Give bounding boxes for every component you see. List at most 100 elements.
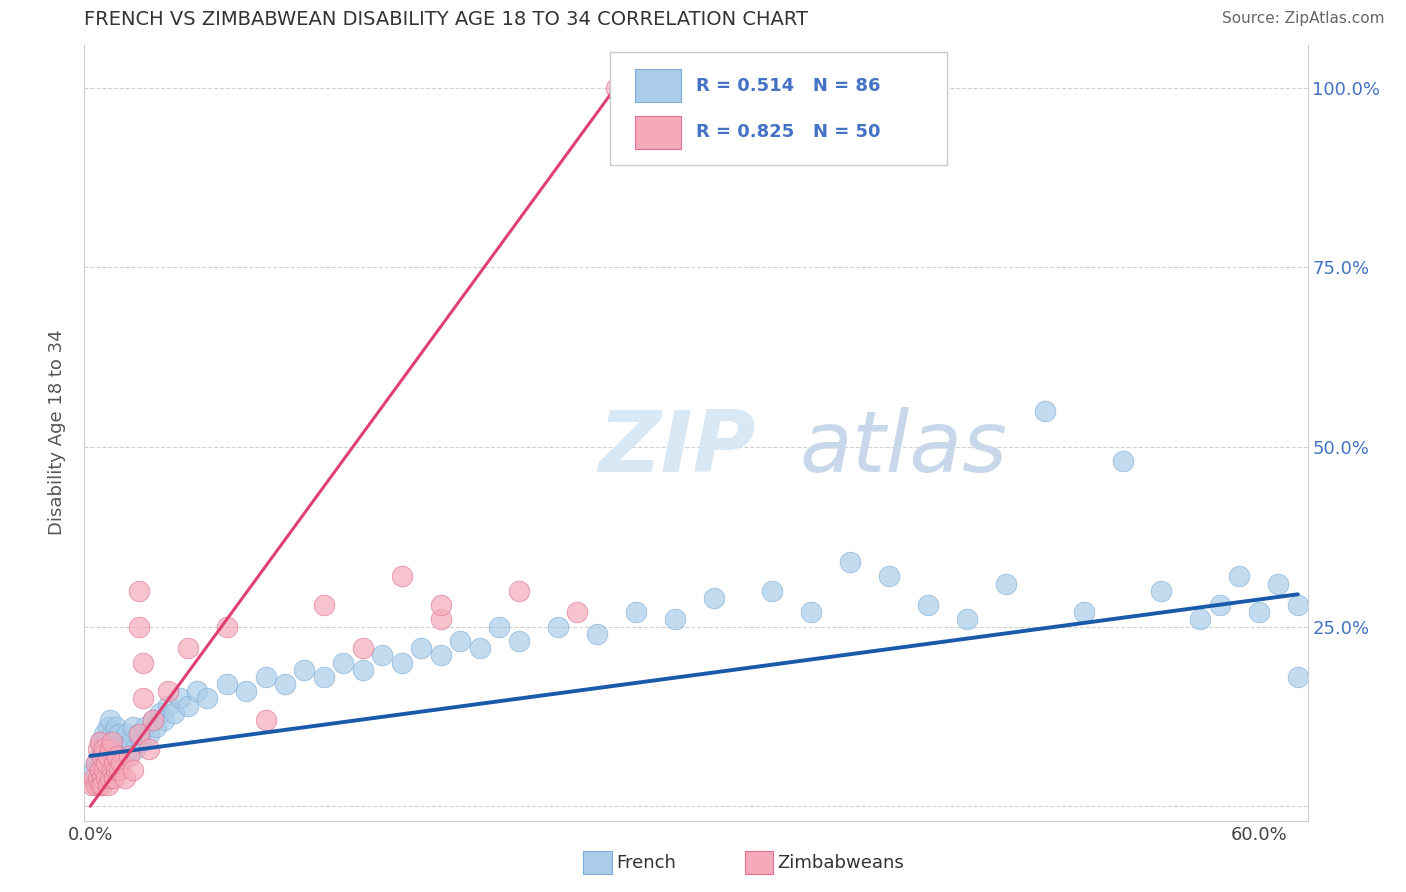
Point [1033, 404, 1056, 418]
Point [128, 620, 150, 634]
Point [312, 670, 335, 684]
FancyBboxPatch shape [610, 53, 946, 165]
Point [176, 698, 198, 713]
Point [93, 727, 115, 741]
Point [100, 734, 122, 748]
Point [122, 764, 145, 778]
Point [605, 80, 627, 95]
Point [994, 576, 1017, 591]
Point [800, 605, 823, 619]
Bar [636, 70, 682, 102]
Point [1209, 598, 1232, 612]
Point [103, 734, 125, 748]
Point [94, 756, 117, 771]
Point [1189, 612, 1212, 626]
Point [107, 741, 129, 756]
Point [90, 741, 112, 756]
Point [1286, 670, 1309, 684]
Point [157, 684, 180, 698]
Point [110, 756, 132, 771]
Point [100, 749, 122, 764]
Text: FRENCH VS ZIMBABWEAN DISABILITY AGE 18 TO 34 CORRELATION CHART: FRENCH VS ZIMBABWEAN DISABILITY AGE 18 T… [84, 10, 808, 29]
Point [332, 656, 354, 670]
Point [97, 749, 120, 764]
Point [93, 756, 115, 771]
Point [97, 720, 120, 734]
Point [1073, 605, 1095, 619]
Point [235, 684, 257, 698]
Point [98, 713, 121, 727]
Point [89, 749, 111, 764]
Point [87, 741, 110, 756]
Point [761, 583, 783, 598]
Point [132, 691, 155, 706]
Point [94, 749, 117, 764]
Point [89, 734, 111, 748]
Point [94, 771, 117, 785]
Point [94, 734, 117, 748]
Y-axis label: Disability Age 18 to 34: Disability Age 18 to 34 [48, 330, 66, 535]
Point [176, 641, 198, 656]
Point [115, 727, 138, 741]
Point [112, 734, 135, 748]
Point [254, 713, 277, 727]
Text: French: French [616, 854, 676, 871]
Point [93, 741, 115, 756]
Point [274, 677, 297, 691]
Point [108, 756, 131, 771]
Point [83, 771, 105, 785]
Point [83, 764, 105, 778]
Point [547, 620, 569, 634]
Point [141, 713, 163, 727]
Point [118, 741, 141, 756]
Bar [636, 116, 682, 149]
Point [391, 656, 413, 670]
Point [1247, 605, 1270, 619]
Point [104, 720, 127, 734]
Point [169, 691, 191, 706]
Point [1111, 454, 1133, 468]
Point [195, 691, 218, 706]
Point [312, 598, 335, 612]
Point [153, 713, 176, 727]
Point [84, 756, 107, 771]
Point [508, 583, 530, 598]
Point [145, 720, 167, 734]
Point [141, 713, 163, 727]
Text: R = 0.825   N = 50: R = 0.825 N = 50 [696, 123, 880, 141]
Point [391, 569, 413, 583]
Point [89, 778, 111, 792]
Point [98, 756, 121, 771]
Point [103, 771, 125, 785]
Point [138, 727, 160, 741]
Point [98, 741, 121, 756]
Point [114, 749, 136, 764]
Point [128, 583, 150, 598]
Point [107, 749, 129, 764]
Point [128, 727, 150, 741]
Point [449, 634, 471, 648]
Point [956, 612, 979, 626]
Point [134, 720, 156, 734]
Text: Zimbabweans: Zimbabweans [778, 854, 904, 871]
Point [1267, 576, 1289, 591]
Point [97, 778, 120, 792]
Point [120, 734, 142, 748]
Point [254, 670, 277, 684]
Point [132, 656, 155, 670]
Point [114, 771, 136, 785]
Point [508, 634, 530, 648]
Text: ZIP: ZIP [598, 407, 756, 490]
Point [430, 648, 453, 663]
Point [163, 706, 186, 720]
Point [430, 598, 453, 612]
Point [82, 778, 104, 792]
Point [1229, 569, 1251, 583]
Point [371, 648, 394, 663]
Point [104, 749, 127, 764]
Point [702, 591, 724, 605]
Point [89, 764, 111, 778]
Point [110, 741, 132, 756]
Point [104, 764, 127, 778]
Point [100, 727, 122, 741]
